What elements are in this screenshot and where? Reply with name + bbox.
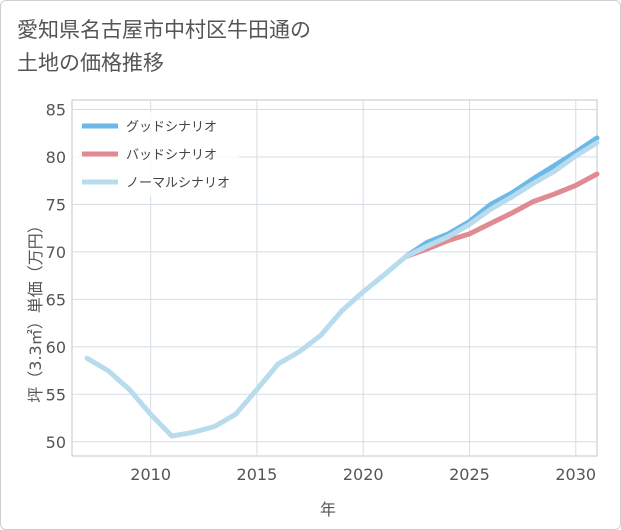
y-tick-label: 75 <box>46 195 66 214</box>
series-line-2 <box>403 171 600 260</box>
x-tick-label: 2025 <box>449 465 490 484</box>
legend-label: グッドシナリオ <box>126 120 217 135</box>
y-tick-label: 65 <box>46 290 66 309</box>
x-tick-label: 2030 <box>555 465 596 484</box>
x-tick-label: 2015 <box>237 465 278 484</box>
grid <box>72 100 597 456</box>
series-line-1 <box>403 135 600 260</box>
y-tick-label: 50 <box>46 433 66 452</box>
chart-title: 愛知県名古屋市中村区牛田通の 土地の価格推移 <box>17 18 311 75</box>
x-tick-label: 2020 <box>343 465 384 484</box>
y-tick-label: 60 <box>46 338 66 357</box>
series-lines <box>84 135 600 439</box>
legend-label: バッドシナリオ <box>126 148 217 163</box>
series-line-3 <box>84 140 600 439</box>
x-axis-label: 年 <box>320 500 337 519</box>
legend-label: ノーマルシナリオ <box>126 176 230 191</box>
y-tick-label: 85 <box>46 100 66 119</box>
y-tick-label: 80 <box>46 148 66 167</box>
x-tick-label: 2010 <box>130 465 171 484</box>
y-tick-label: 70 <box>46 243 66 262</box>
axis-ticks: 2010 2015 2020 2025 2030 50 55 60 65 70 75 80 85 <box>46 100 596 484</box>
y-tick-label: 55 <box>46 385 66 404</box>
